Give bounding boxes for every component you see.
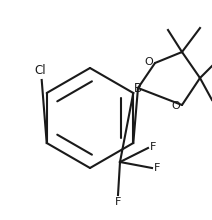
Text: Cl: Cl (34, 64, 46, 77)
Text: O: O (171, 101, 180, 111)
Text: O: O (144, 57, 153, 67)
Text: F: F (115, 197, 121, 207)
Text: F: F (154, 163, 160, 173)
Text: B: B (134, 81, 142, 95)
Text: F: F (150, 142, 156, 152)
